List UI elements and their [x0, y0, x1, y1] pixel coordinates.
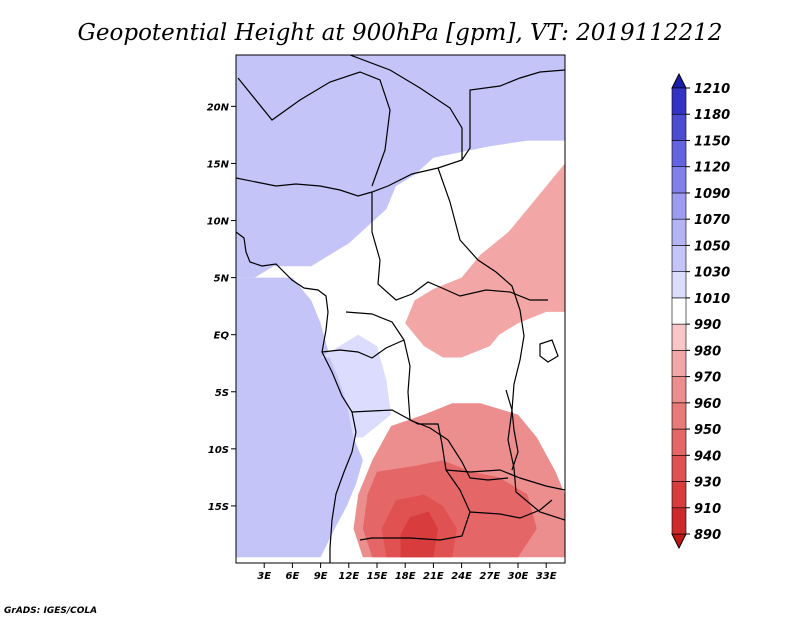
colorbar-cell [671, 271, 687, 299]
region-atlantic-basin [236, 277, 363, 558]
y-tick-label: 10N [207, 217, 230, 228]
colorbar-cell [671, 507, 687, 535]
central-africa-border [371, 192, 548, 301]
y-tick-label: 5N [214, 274, 230, 285]
colorbar-label: 890 [694, 528, 721, 543]
x-axis-ticks: 3E 6E 9E 12E 15E 18E 21E 24E 27E 30E 33E [257, 563, 557, 582]
colorbar-label: 1090 [694, 187, 730, 202]
x-tick-label: 27E [479, 571, 500, 582]
colorbar-label: 1150 [694, 134, 730, 149]
y-tick-label: EQ [214, 331, 230, 342]
colorbar-label: 1010 [694, 292, 730, 307]
sahel-border [236, 69, 565, 197]
colorbar-cell [671, 428, 687, 456]
colorbar-label: 930 [694, 476, 721, 491]
zambezi-line [469, 499, 553, 519]
colorbar-label: 1180 [694, 108, 730, 123]
colorbar-cell [671, 218, 687, 246]
chart-title: Geopotential Height at 900hPa [gpm], VT:… [78, 20, 723, 46]
colorbar-top-triangle [671, 72, 687, 89]
colorbar-label: 950 [694, 423, 721, 438]
colorbar-cell [671, 350, 687, 377]
colorbar-cell [671, 454, 687, 482]
colorbar-cell [671, 192, 687, 220]
y-tick-label: 5S [215, 388, 229, 399]
x-tick-label: 21E [423, 571, 444, 582]
colorbar-label: 1030 [694, 266, 730, 281]
colorbar-label: 1070 [694, 213, 730, 228]
y-tick-label: 20N [207, 102, 230, 113]
colorbar-cell [671, 297, 687, 325]
equatorial-border [321, 339, 405, 359]
colorbar-label: 960 [694, 397, 721, 412]
colorbar-label: 940 [694, 449, 721, 464]
region-congo-coast [320, 334, 392, 438]
coastline-borders [236, 55, 565, 563]
x-tick-label: 3E [257, 571, 271, 582]
region-east-africa-trough [405, 163, 565, 358]
colorbar-label: 1050 [694, 239, 730, 254]
y-tick-label: 15S [208, 502, 229, 513]
x-tick-label: 30E [508, 571, 529, 582]
colorbar-cell [671, 166, 687, 194]
x-tick-label: 15E [367, 571, 388, 582]
x-tick-label: 9E [314, 571, 328, 582]
great-lakes [505, 339, 559, 471]
colorbar-label: 990 [694, 318, 721, 333]
y-axis-ticks: 20N 15N 10N 5N EQ 5S 10S 15S [207, 102, 236, 513]
region-north-west-ridge [236, 55, 565, 278]
colorbar-label: 970 [694, 371, 721, 386]
angola-border [351, 409, 471, 541]
colorbar-cell [671, 402, 687, 430]
colorbar-cell [671, 87, 687, 115]
x-tick-label: 6E [286, 571, 300, 582]
x-tick-label: 33E [536, 571, 557, 582]
y-tick-label: 15N [207, 159, 230, 170]
colorbar-label: 980 [694, 344, 721, 359]
southern-africa-border [445, 469, 565, 491]
x-tick-label: 12E [338, 571, 359, 582]
colorbar-cell [671, 245, 687, 272]
grads-credit: GrADS: IGES/COLA [4, 606, 97, 616]
colorbar-label: 1210 [694, 82, 730, 97]
colorbar-bottom-triangle [671, 533, 687, 550]
colorbar: 890 910 930 940 950 960 970 980 990 1010 1030 1050 1… [671, 72, 730, 550]
colorbar-cell [671, 323, 687, 351]
map-plot-area [235, 54, 566, 564]
east-africa-border [437, 167, 565, 521]
plot-frame [235, 54, 566, 564]
sahara-border-west [237, 71, 391, 187]
west-africa-coastline [236, 231, 357, 563]
sahara-border-east [349, 55, 463, 160]
region-kalahari-center [400, 511, 439, 558]
colorbar-cell [671, 481, 687, 509]
colorbar-cell [671, 376, 687, 404]
x-tick-label: 18E [395, 571, 416, 582]
colorbar-label: 910 [694, 502, 721, 517]
field-regions [236, 55, 565, 558]
colorbar-cell [671, 140, 687, 168]
y-tick-label: 10S [208, 445, 229, 456]
x-tick-label: 24E [451, 571, 472, 582]
colorbar-cell [671, 113, 687, 141]
colorbar-label: 1120 [694, 161, 730, 176]
